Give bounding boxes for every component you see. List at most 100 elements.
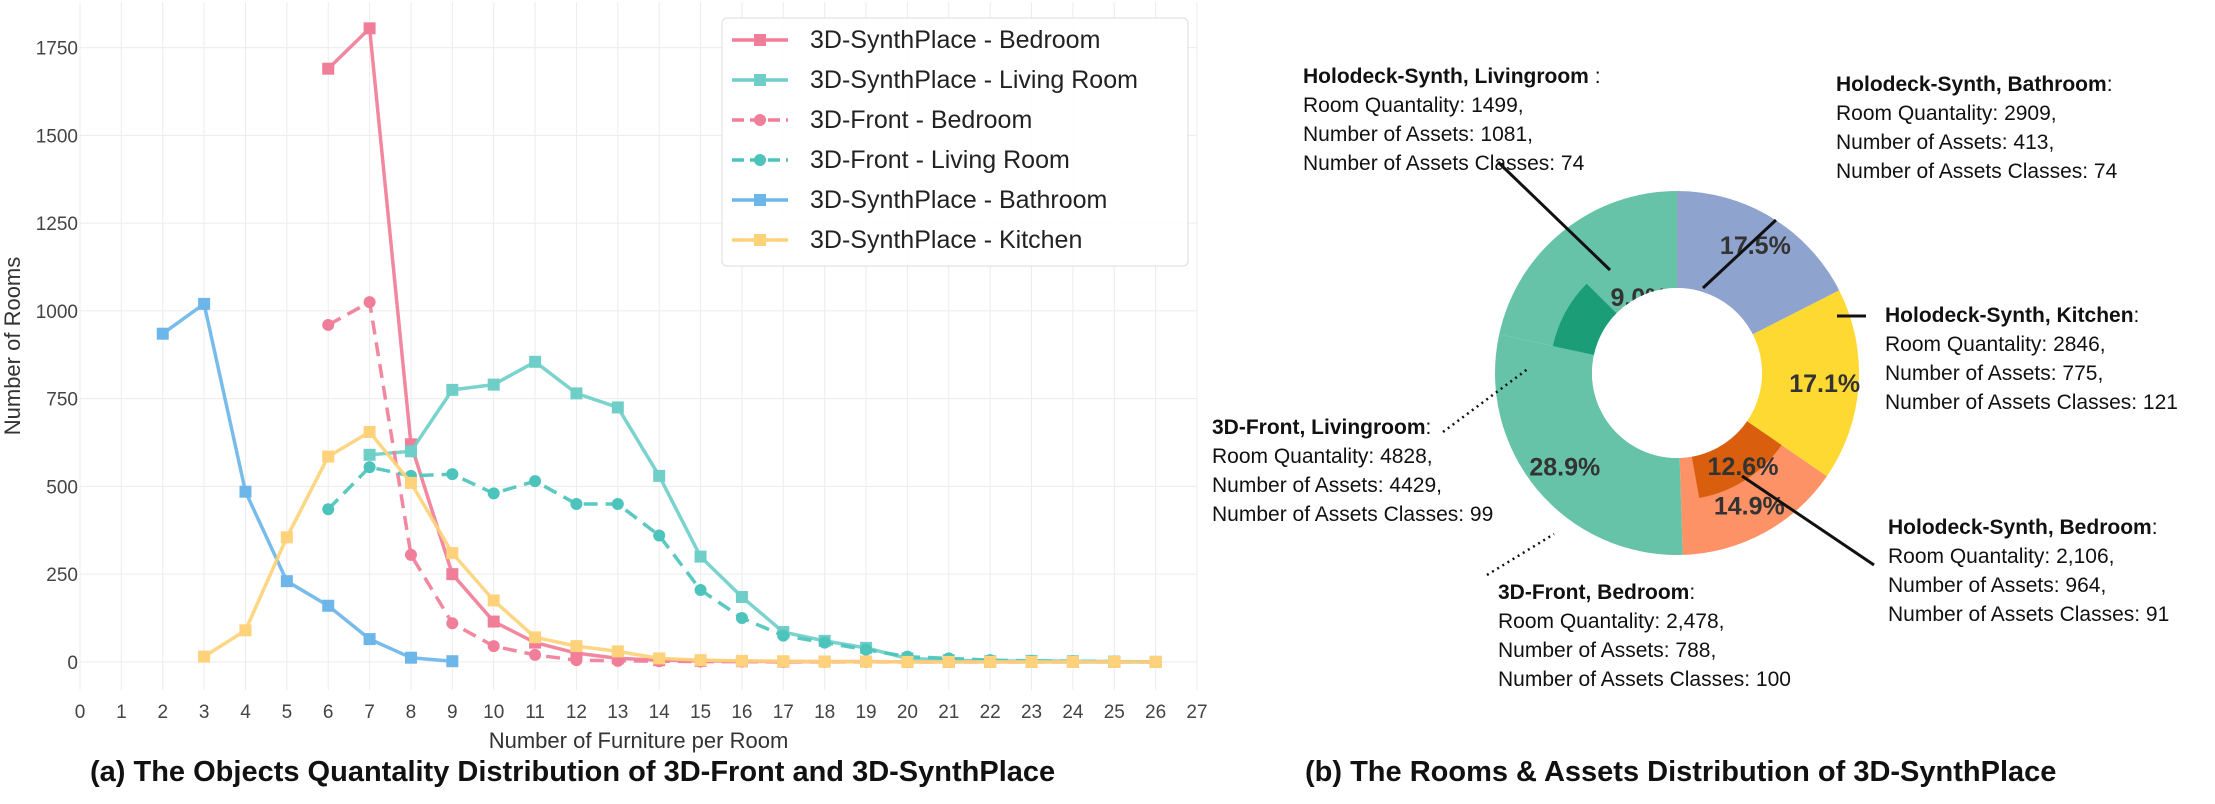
annotation-line: Number of Assets: 1081, [1303, 123, 1533, 146]
data-point [156, 327, 169, 340]
annotation-title: 3D-Front, Livingroom: [1212, 416, 1431, 439]
data-point [487, 594, 500, 607]
outer-slice-3d-front-livingroom [1495, 334, 1683, 556]
caption-left: (a) The Objects Quantality Distribution … [90, 756, 1056, 788]
data-point [487, 378, 500, 391]
legend-marker [754, 194, 766, 206]
data-point [942, 655, 955, 668]
caption-right: (b) The Rooms & Assets Distribution of 3… [1305, 756, 2057, 788]
y-tick-label: 250 [46, 565, 78, 586]
annotation-title: Holodeck-Synth, Kitchen: [1885, 304, 2139, 327]
data-point [363, 22, 376, 35]
data-point [529, 648, 542, 661]
y-tick-label: 0 [67, 653, 78, 674]
data-point [818, 636, 831, 649]
data-point [860, 655, 873, 668]
x-tick-label: 24 [1062, 702, 1084, 723]
outer-slice-holodeck-synth-livingroom [1499, 191, 1677, 355]
series-line [203, 430, 1156, 664]
slice-percent-label: 28.9% [1529, 453, 1600, 481]
x-tick-label: 13 [607, 702, 628, 723]
data-point [322, 599, 335, 612]
data-point [694, 654, 707, 667]
x-axis-label: Number of Furniture per Room [489, 728, 789, 753]
data-point [1149, 655, 1162, 668]
annotation-line: Room Quantality: 2,478, [1498, 610, 1724, 633]
annotation-line: Room Quantality: 2846, [1885, 333, 2106, 356]
annotation-line: Number of Assets Classes: 99 [1212, 503, 1493, 526]
legend-item-3d-synthplace-living-room: 3D-SynthPlace - Living Room [732, 66, 1138, 94]
x-tick-label: 12 [566, 702, 587, 723]
annotation-3d-front-bedroom: 3D-Front, Bedroom: Room Quantality: 2,478… [1498, 581, 1791, 691]
data-point [446, 468, 459, 481]
legend-item-3d-synthplace-bedroom: 3D-SynthPlace - Bedroom [732, 26, 1100, 54]
data-point [239, 485, 252, 498]
x-tick-label: 15 [690, 702, 711, 723]
data-point [322, 318, 335, 331]
data-point [653, 652, 666, 665]
x-tick-label: 8 [406, 702, 417, 723]
outer-slice-holodeck-synth [1677, 191, 1840, 335]
leader-line [1486, 532, 1555, 577]
data-point [322, 450, 335, 463]
data-point [363, 426, 376, 438]
annotation-line: Number of Assets Classes: 100 [1498, 668, 1791, 691]
data-point [363, 633, 376, 646]
data-point [570, 654, 583, 667]
legend-item-3d-synthplace-bathroom: 3D-SynthPlace - Bathroom [732, 186, 1107, 214]
leader-line [1741, 474, 1875, 567]
x-tick-label: 25 [1104, 702, 1125, 723]
data-point [1108, 655, 1121, 668]
data-point [363, 448, 376, 461]
data-point [694, 583, 707, 596]
data-point [570, 640, 583, 653]
x-tick-label: 27 [1186, 702, 1207, 723]
data-point [322, 503, 335, 516]
data-point [404, 445, 417, 458]
data-point [570, 497, 583, 510]
legend-marker [754, 234, 766, 246]
data-point [446, 617, 459, 630]
inner-slice-holodeck-synth-livingroom [1552, 283, 1617, 355]
x-tick-label: 3 [199, 702, 210, 723]
annotation-holodeck-synth-kitchen: Holodeck-Synth, Kitchen: Room Quantality:… [1885, 304, 2178, 414]
annotation-line: Number of Assets Classes: 121 [1885, 391, 2178, 414]
x-tick-label: 9 [447, 702, 458, 723]
data-point [487, 615, 500, 628]
outer-slice-holodeck-synth [1747, 290, 1860, 477]
data-point [735, 590, 748, 603]
annotation-holodeck-synth-livingroom: Holodeck-Synth, Livingroom : Room Quantal… [1303, 65, 1601, 175]
data-point [404, 548, 417, 561]
legend-marker [754, 34, 766, 46]
data-point [818, 655, 831, 668]
data-point [611, 654, 624, 667]
data-point [529, 631, 542, 644]
slice-percent-label: 17.5% [1720, 232, 1791, 260]
data-point [198, 297, 211, 310]
legend-marker [754, 74, 766, 86]
data-point [446, 568, 459, 581]
annotation-title: Holodeck-Synth, Bathroom: [1836, 73, 2113, 96]
data-point [280, 531, 293, 544]
series-3d-synthplace-kitchen [198, 426, 1162, 668]
x-tick-label: 21 [938, 702, 959, 723]
x-tick-label: 11 [525, 702, 545, 723]
x-tick-label: 1 [116, 702, 127, 723]
x-tick-label: 17 [773, 702, 794, 723]
y-tick-label: 1750 [36, 39, 78, 60]
x-tick-label: 10 [483, 702, 504, 723]
x-tick-label: 4 [240, 702, 251, 723]
x-tick-label: 0 [75, 702, 86, 723]
leader-line [1701, 218, 1778, 290]
annotation-title: 3D-Front, Bedroom: [1498, 581, 1695, 604]
data-point [404, 651, 417, 664]
x-tick-label: 26 [1145, 702, 1166, 723]
data-point [860, 643, 873, 656]
data-point [529, 475, 542, 488]
data-point [529, 355, 542, 368]
data-point [653, 469, 666, 482]
legend-label: 3D-SynthPlace - Living Room [810, 66, 1138, 94]
legend-marker [754, 114, 766, 126]
data-point [570, 387, 583, 400]
